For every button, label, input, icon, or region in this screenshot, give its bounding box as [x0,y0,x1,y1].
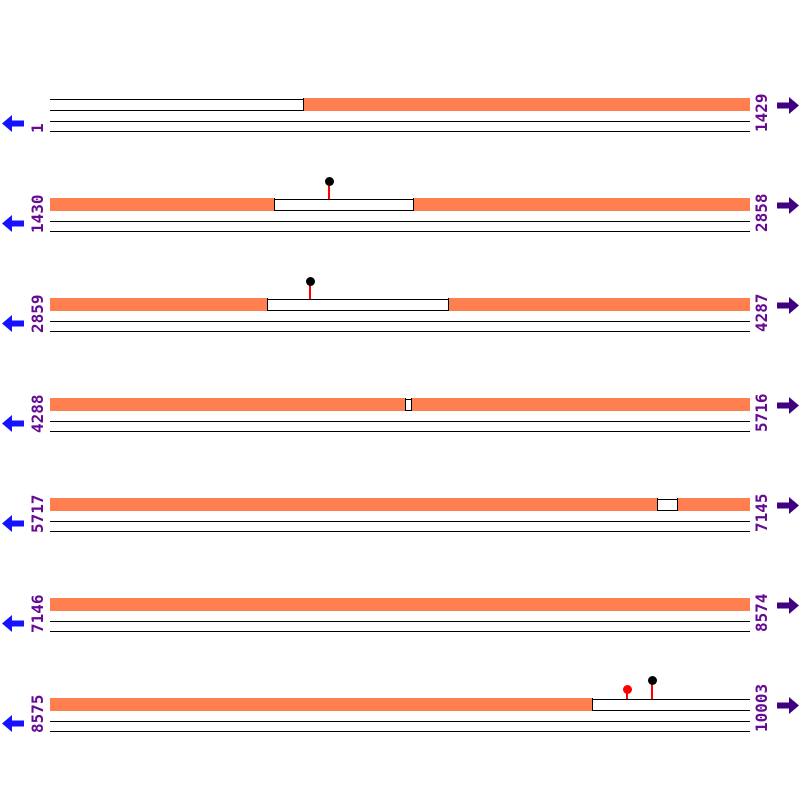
block-edge [274,198,275,211]
marker-dot-red-icon [622,684,632,694]
block-edge [411,398,412,411]
track-line [50,721,750,722]
track-line [50,210,750,211]
left-arrow-icon [2,514,24,532]
right-arrow-icon [777,496,799,514]
track-line [50,421,750,422]
marker-stem [651,680,653,699]
block-edge [267,298,268,311]
row-start-coordinate: 8575 [28,694,47,733]
row-end-coordinate: 4287 [752,293,771,332]
block-edge [677,498,678,511]
row-start-coordinate: 2859 [28,294,47,333]
track-line [50,121,750,122]
track-line [50,221,750,222]
left-arrow-icon [2,214,24,232]
alignment-block [411,398,750,411]
marker-dot-black-icon [305,276,315,286]
track-line [50,431,750,432]
marker-dot-black-icon [647,675,657,685]
right-arrow-icon [777,696,799,714]
track-line [50,199,750,200]
marker-stem [328,181,330,199]
row-start-coordinate: 4288 [28,394,47,433]
row-end-coordinate: 5716 [752,393,771,432]
alignment-block [677,498,750,511]
row-start-coordinate: 5717 [28,494,47,533]
left-arrow-icon [2,714,24,732]
row-end-coordinate: 8574 [752,593,771,632]
right-arrow-icon [777,96,799,114]
left-arrow-icon [2,314,24,332]
right-arrow-icon [777,396,799,414]
track-line [50,331,750,332]
row-end-coordinate: 1429 [752,93,771,132]
alignment-block [448,298,750,311]
track-line [50,521,750,522]
track-line [50,231,750,232]
right-arrow-icon [777,596,799,614]
marker-stem [626,689,628,699]
track-line [50,731,750,732]
track-line [50,531,750,532]
track-line [50,621,750,622]
marker-stem [309,281,311,299]
left-arrow-icon [2,114,24,132]
left-arrow-icon [2,614,24,632]
row-end-coordinate: 10003 [752,683,771,732]
block-edge [657,498,658,511]
alignment-block [50,198,275,211]
track-line [50,321,750,322]
block-edge [303,98,304,111]
alignment-block [303,98,750,111]
right-arrow-icon [777,296,799,314]
block-edge [405,398,406,411]
alignment-block [50,698,593,711]
track-line [50,310,750,311]
track-line [50,131,750,132]
left-arrow-icon [2,414,24,432]
track-line [50,299,750,300]
alignment-block [50,298,268,311]
right-arrow-icon [777,196,799,214]
row-start-coordinate: 7146 [28,594,47,633]
row-end-coordinate: 2858 [752,193,771,232]
row-start-coordinate: 1 [28,123,47,133]
alignment-block [50,398,406,411]
alignment-block [50,598,750,611]
marker-dot-black-icon [324,176,334,186]
row-start-coordinate: 1430 [28,194,47,233]
alignment-block [413,198,750,211]
block-edge [592,698,593,711]
track-line [50,631,750,632]
block-edge [413,198,414,211]
row-end-coordinate: 7145 [752,493,771,532]
alignment-block [50,498,658,511]
block-edge [448,298,449,311]
